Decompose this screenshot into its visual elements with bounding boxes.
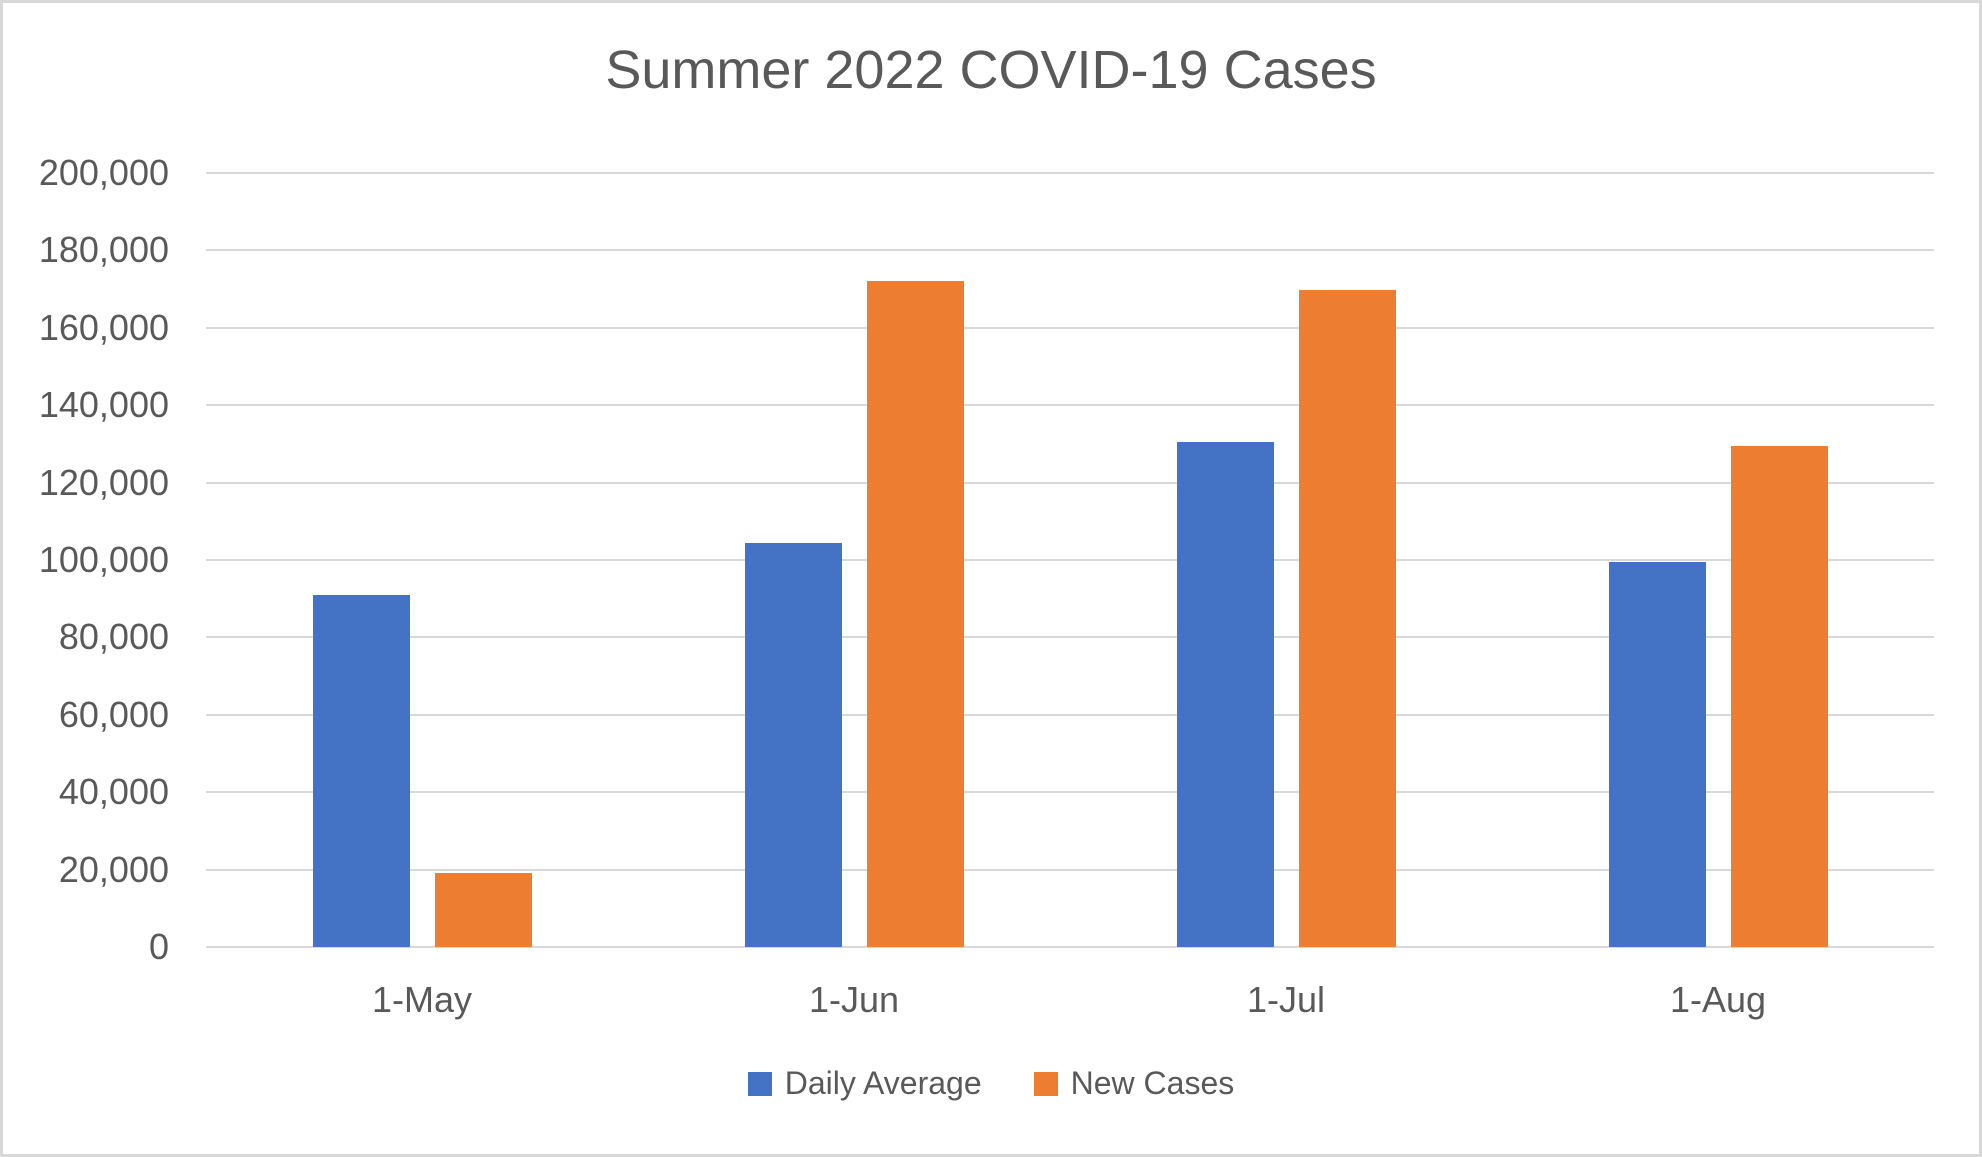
legend-label-new-cases: New Cases xyxy=(1070,1065,1235,1101)
x-axis-label-1-may: 1-May xyxy=(371,979,473,1020)
gridline xyxy=(206,559,1934,561)
bar-new-cases-1-may xyxy=(434,873,532,947)
legend-swatch-daily-average-icon xyxy=(747,1071,772,1096)
x-axis-label-1-aug: 1-Aug xyxy=(1669,979,1767,1020)
bar-group-1-jun xyxy=(638,173,1070,947)
bar-daily-average-1-jun xyxy=(744,542,842,947)
y-tick-label: 40,000 xyxy=(58,771,169,813)
gridline xyxy=(206,249,1934,252)
y-tick-label: 80,000 xyxy=(58,616,169,658)
gridline xyxy=(206,791,1934,794)
legend-item-daily-average: Daily Average xyxy=(747,1065,982,1102)
gridline xyxy=(206,868,1934,871)
legend-swatch-new-cases-icon xyxy=(1033,1071,1058,1096)
y-tick-label: 60,000 xyxy=(58,693,169,735)
bar-group-1-jul xyxy=(1070,173,1502,947)
x-axis-labels: 1-May 1-Jun 1-Jul 1-Aug xyxy=(206,979,1934,1021)
legend: Daily Average New Cases xyxy=(3,1065,1979,1102)
y-tick-label: 20,000 xyxy=(58,848,169,890)
plot-area xyxy=(206,172,1934,948)
bar-new-cases-1-aug xyxy=(1730,445,1828,947)
gridline xyxy=(206,636,1934,639)
gridline xyxy=(206,481,1934,484)
gridline xyxy=(206,946,1934,948)
y-tick-label: 0 xyxy=(148,926,169,967)
legend-label-daily-average: Daily Average xyxy=(784,1065,982,1101)
y-tick-label: 140,000 xyxy=(38,384,169,426)
y-tick-label: 100,000 xyxy=(38,539,169,580)
gridline xyxy=(206,326,1934,329)
bar-daily-average-1-may xyxy=(312,594,410,947)
bar-daily-average-1-jul xyxy=(1176,441,1274,947)
chart-title: Summer 2022 COVID-19 Cases xyxy=(605,40,1377,100)
legend-item-new-cases: New Cases xyxy=(1033,1065,1235,1102)
gridline xyxy=(206,172,1934,174)
gridline xyxy=(206,713,1934,716)
y-tick-label: 120,000 xyxy=(38,461,169,503)
bar-group-1-may xyxy=(206,173,638,947)
y-tick-label: 200,000 xyxy=(38,152,169,193)
y-tick-label: 160,000 xyxy=(38,306,169,348)
x-axis-label-1-jun: 1-Jun xyxy=(808,979,900,1020)
y-tick-label: 180,000 xyxy=(38,229,169,271)
bar-new-cases-1-jun xyxy=(866,281,964,947)
bar-daily-average-1-aug xyxy=(1608,561,1706,947)
gridline xyxy=(206,404,1934,407)
x-axis-label-1-jul: 1-Jul xyxy=(1246,979,1326,1020)
bar-group-1-aug xyxy=(1502,173,1934,947)
bar-new-cases-1-jul xyxy=(1298,290,1396,947)
